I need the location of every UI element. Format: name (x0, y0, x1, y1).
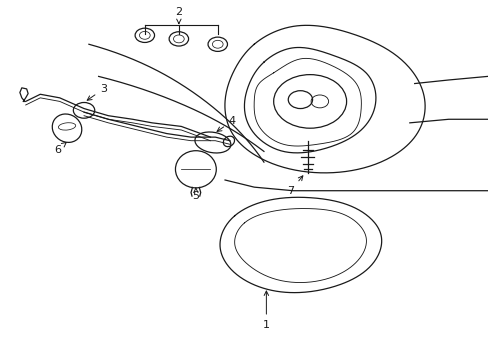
Text: 7: 7 (286, 176, 302, 196)
Text: 3: 3 (87, 84, 107, 100)
Text: 1: 1 (263, 291, 269, 330)
Text: 4: 4 (217, 116, 235, 131)
Text: 2: 2 (175, 7, 182, 23)
Text: 5: 5 (192, 188, 199, 201)
Text: 6: 6 (54, 143, 66, 155)
